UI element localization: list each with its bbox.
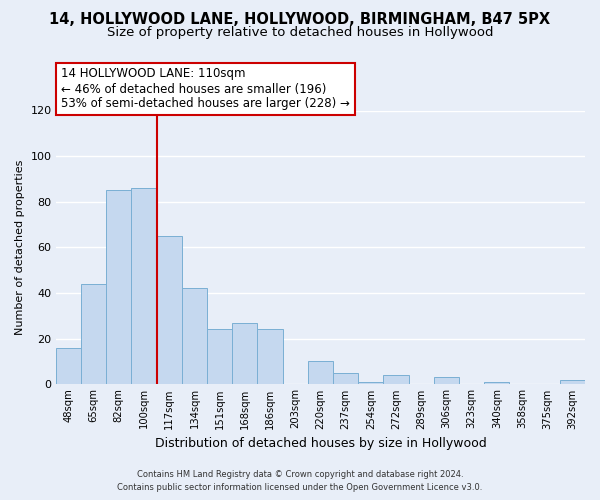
Bar — [333, 372, 358, 384]
Bar — [434, 378, 459, 384]
Text: 14, HOLLYWOOD LANE, HOLLYWOOD, BIRMINGHAM, B47 5PX: 14, HOLLYWOOD LANE, HOLLYWOOD, BIRMINGHA… — [49, 12, 551, 28]
Bar — [560, 380, 585, 384]
Bar — [81, 284, 106, 384]
Bar — [182, 288, 207, 384]
Bar — [157, 236, 182, 384]
Bar — [131, 188, 157, 384]
Bar — [232, 322, 257, 384]
Bar — [383, 375, 409, 384]
Y-axis label: Number of detached properties: Number of detached properties — [15, 160, 25, 335]
Bar — [106, 190, 131, 384]
Bar — [308, 362, 333, 384]
X-axis label: Distribution of detached houses by size in Hollywood: Distribution of detached houses by size … — [155, 437, 486, 450]
Bar — [358, 382, 383, 384]
Text: Size of property relative to detached houses in Hollywood: Size of property relative to detached ho… — [107, 26, 493, 39]
Bar — [484, 382, 509, 384]
Text: 14 HOLLYWOOD LANE: 110sqm
← 46% of detached houses are smaller (196)
53% of semi: 14 HOLLYWOOD LANE: 110sqm ← 46% of detac… — [61, 68, 350, 110]
Bar — [207, 330, 232, 384]
Bar — [257, 330, 283, 384]
Text: Contains HM Land Registry data © Crown copyright and database right 2024.
Contai: Contains HM Land Registry data © Crown c… — [118, 470, 482, 492]
Bar — [56, 348, 81, 384]
